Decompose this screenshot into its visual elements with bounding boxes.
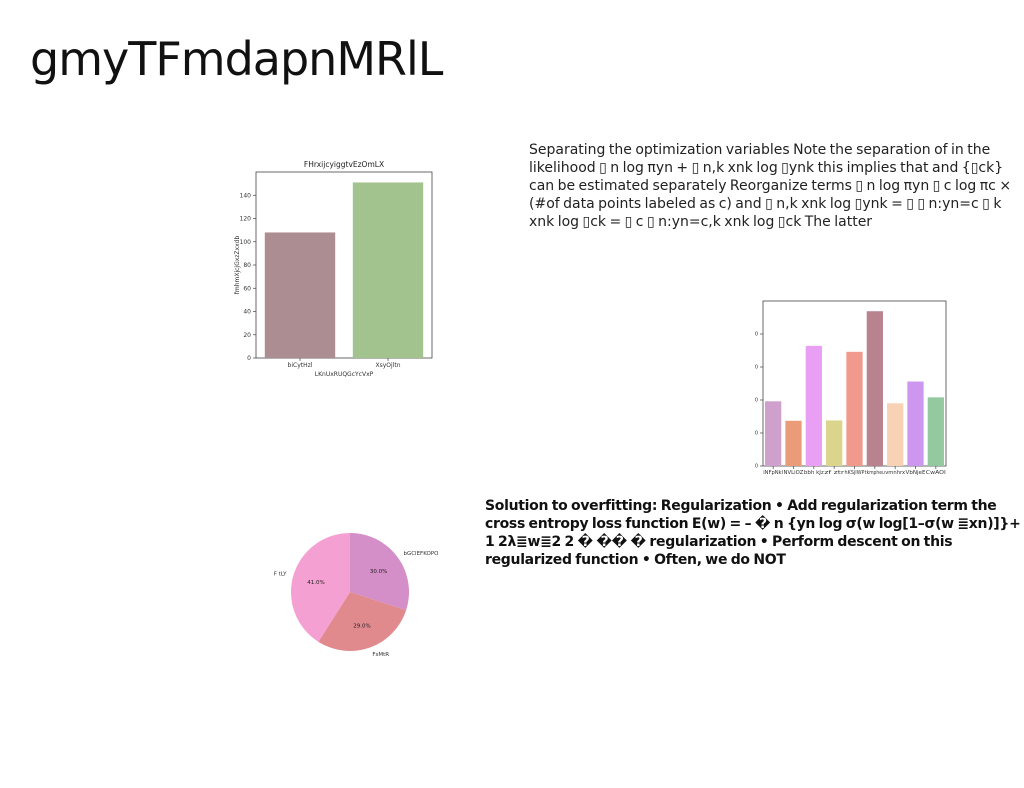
pie-chart-svg: 30.0% bGClEFKOPO 29.0% FsMtR 41.0% F tLY bbox=[274, 533, 439, 658]
bar-chart-1-y-tick-label: 100 bbox=[240, 239, 252, 246]
bar-chart-1-x-axis-label: LKnUxRUQGcYcVxP bbox=[315, 371, 374, 378]
pie-slice-label: bGClEFKOPO bbox=[403, 551, 439, 557]
bar-chart-2-x-tick-label: zf ztr bbox=[824, 470, 845, 476]
body-text-regularization: Solution to overfitting: Regularization … bbox=[485, 498, 1021, 568]
bar-chart-2-y-tick-label: 300 bbox=[755, 365, 758, 371]
bar-chart-2-x-tick-label: vmnhrx bbox=[885, 470, 905, 476]
slide-title: gmyTFmdapnMRlL bbox=[30, 32, 443, 86]
bar-chart-2-x-tick-label: iNFpNkl bbox=[763, 470, 783, 476]
bar-chart-1-bar bbox=[264, 232, 336, 358]
bar-chart-2-bar bbox=[826, 420, 843, 466]
body-text-optimization: Separating the optimization variables No… bbox=[529, 142, 1012, 230]
bar-chart-2-bar bbox=[887, 403, 904, 466]
bar-chart-1-y-tick-label: 120 bbox=[240, 216, 252, 223]
pie-slice-label: F tLY bbox=[274, 572, 287, 578]
bar-chart-2-y-tick-label: 0 bbox=[755, 464, 758, 470]
pie-slice bbox=[350, 533, 409, 611]
bar-chart-2-x-tick-label: bbh kJz bbox=[804, 470, 824, 476]
pie-slice bbox=[318, 592, 407, 651]
bar-chart-2-bar bbox=[785, 420, 802, 466]
bar-chart-1-bar bbox=[352, 182, 424, 358]
bar-chart-2-bar bbox=[866, 311, 883, 466]
bar-chart-2-y-tick-label: 100 bbox=[755, 431, 758, 437]
bar-chart-1-y-tick-label: 0 bbox=[247, 355, 251, 362]
bar-chart-2-y-tick-label: 200 bbox=[755, 398, 758, 404]
bar-chart-1-title: FHrxijcyiggtvEzOmLX bbox=[304, 160, 384, 169]
bar-chart-1-y-tick-label: 140 bbox=[240, 192, 252, 199]
bar-chart-1: FHrxijcyiggtvEzOmLX biCytHzl XsyOjltn 0 20 40… bbox=[226, 156, 442, 386]
bar-chart-2-x-tick-label: NVLiOZ bbox=[784, 470, 805, 476]
bar-chart-2-x-tick-label: hKSjIWP bbox=[845, 470, 865, 476]
bar-chart-2-x-tick-label: VbNjeE bbox=[906, 470, 926, 476]
bar-chart-2-bar bbox=[805, 345, 822, 466]
pie-slice-percent: 30.0% bbox=[370, 569, 387, 575]
bar-chart-2-bar bbox=[765, 401, 782, 466]
pie-slice bbox=[290, 533, 350, 642]
bar-chart-1-y-tick-label: 80 bbox=[243, 262, 251, 269]
bar-chart-1-y-axis-label: fmhmXjcjGxzZxxdb bbox=[234, 236, 241, 295]
pie-slice-percent: 29.0% bbox=[353, 623, 370, 629]
bar-chart-2-bar bbox=[907, 381, 924, 466]
bar-chart-2-bar bbox=[927, 397, 944, 466]
pie-slice-percent: 41.0% bbox=[307, 580, 324, 586]
bar-chart-1-svg: FHrxijcyiggtvEzOmLX biCytHzl XsyOjltn 0 20 40… bbox=[234, 160, 433, 378]
bar-chart-1-y-tick-label: 40 bbox=[243, 309, 251, 316]
bar-chart-1-y-tick-label: 60 bbox=[243, 285, 251, 292]
bar-chart-1-y-tick-label: 20 bbox=[243, 332, 251, 339]
bar-chart-2-bar bbox=[846, 351, 863, 466]
bar-chart-2-x-tick-label: tkmpheu bbox=[865, 470, 885, 476]
bar-chart-2: iNFpNkl NVLiOZ bbh kJz zf ztr hKSjIWP tkmpheu… bbox=[748, 297, 951, 479]
bar-chart-1-x-tick-label: XsyOjltn bbox=[376, 362, 401, 369]
bar-chart-1-x-tick-label: biCytHzl bbox=[288, 362, 313, 369]
bar-chart-2-x-tick-label: CwAOI bbox=[926, 470, 946, 476]
pie-slice-label: FsMtR bbox=[372, 652, 389, 658]
pie-chart: 30.0% bGClEFKOPO 29.0% FsMtR 41.0% F tLY bbox=[268, 508, 444, 692]
bar-chart-2-y-tick-label: 400 bbox=[755, 332, 758, 338]
